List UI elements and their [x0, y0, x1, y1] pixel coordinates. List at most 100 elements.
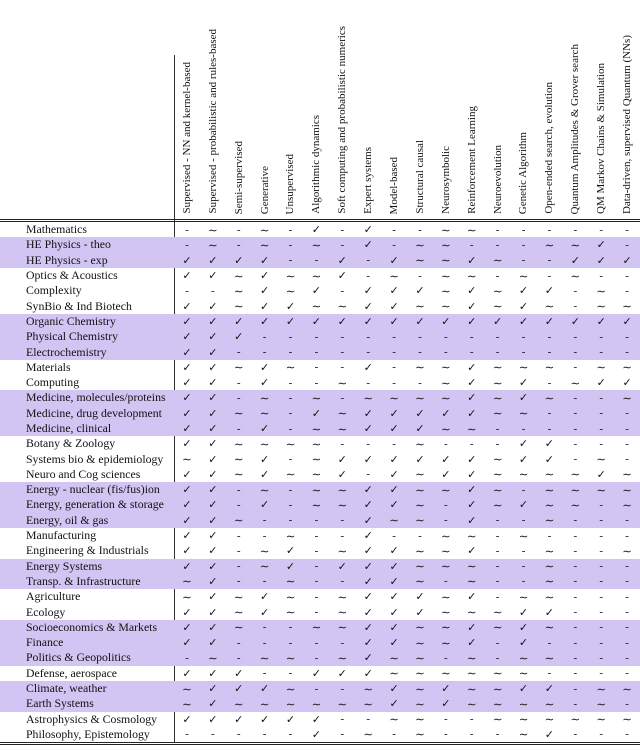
matrix-cell: ✓: [389, 637, 399, 650]
matrix-cell: ✓: [544, 683, 555, 696]
matrix-cell: -: [418, 346, 422, 359]
matrix-cell: ✓: [182, 254, 192, 267]
matrix-cell: ✓: [182, 545, 192, 558]
matrix-cell: -: [444, 346, 448, 359]
matrix-cell: -: [340, 575, 345, 588]
matrix-cell: -: [340, 330, 345, 343]
matrix-cell: ✓: [363, 530, 373, 543]
matrix-cell: ✓: [622, 254, 632, 267]
table-row: Electrochemistry ✓ ✓ - - - - - - - - - - - - - - - -: [0, 344, 640, 360]
matrix-cell: ∼: [492, 454, 503, 467]
matrix-cell: ✓: [208, 407, 218, 420]
matrix-cell: ✓: [208, 438, 218, 451]
matrix-cell: -: [573, 667, 578, 680]
table-row: Neuro and Cog sciences ✓ ✓ ∼ ✓ ∼ ∼ ✓ - ✓ ∼ ✓ ✓ ∼ ∼ ∼ ∼ ✓ ∼: [0, 467, 640, 482]
row-cells: ✓ ✓ ✓ ✓ ✓ ✓ ✓ ✓ ✓ ✓ ✓ ✓ ✓ ✓ ✓ ✓ ✓ ✓: [174, 314, 640, 329]
matrix-cell: ∼: [415, 729, 425, 742]
matrix-cell: ✓: [208, 484, 218, 497]
matrix-cell: ∼: [311, 392, 322, 405]
matrix-cell: -: [418, 376, 422, 389]
row-cells: ✓ ✓ - - ∼ - - ✓ - - ∼ ∼ - ∼ - - - -: [174, 528, 640, 543]
matrix-cell: ∼: [441, 377, 451, 390]
matrix-cell: -: [185, 728, 189, 741]
matrix-cell: ∼: [337, 423, 348, 436]
column-header: Reinforcement Learning: [459, 0, 485, 219]
matrix-cell: -: [418, 223, 422, 236]
matrix-cell: -: [573, 422, 578, 435]
table-row: Philosophy, Epistemology - - - - - ✓ - ∼ - ∼ - - - ∼ ✓ -…: [0, 727, 640, 742]
matrix-cell: ∼: [415, 683, 425, 696]
column-header-label: Semi-supervised: [232, 140, 245, 214]
matrix-cell: ∼: [285, 438, 296, 451]
column-header: Structural causal: [407, 0, 433, 219]
matrix-cell: -: [495, 651, 500, 664]
matrix-cell: ✓: [337, 270, 347, 283]
matrix-cell: ✓: [493, 315, 503, 328]
row-cells: ✓ ✓ ✓ ✓ - - ✓ - ✓ ∼ ∼ ✓ ∼ - - ✓ ✓ ✓: [174, 253, 640, 268]
matrix-cell: ✓: [363, 224, 373, 237]
row-label: Politics & Geopolitics: [26, 650, 131, 665]
matrix-cell: ✓: [208, 667, 218, 680]
matrix-cell: -: [262, 529, 267, 542]
matrix-cell: ∼: [337, 484, 348, 497]
matrix-cell: ∼: [570, 499, 581, 512]
row-label: Neuro and Cog sciences: [26, 466, 141, 481]
matrix-cell: -: [573, 437, 578, 450]
matrix-cell: -: [599, 575, 604, 588]
matrix-cell: -: [625, 697, 629, 710]
table-row: Politics & Geopolitics - ∼ - ∼ ∼ - ∼ ✓ ∼ ∼ - ∼ - ∼ ∼ - - -: [0, 650, 640, 666]
matrix-cell: ✓: [467, 484, 477, 497]
matrix-cell: -: [599, 223, 604, 236]
column-header: QM Markov Chains & Simulation: [588, 0, 614, 219]
matrix-cell: ∼: [337, 377, 348, 390]
matrix-cell: -: [599, 544, 604, 557]
matrix-cell: ∼: [208, 652, 218, 665]
matrix-cell: ∼: [492, 377, 503, 390]
column-header-label: Structural causal: [413, 140, 426, 214]
matrix-cell: ∼: [441, 622, 451, 635]
row-label: Medicine, clinical: [26, 421, 112, 435]
matrix-cell: -: [599, 621, 604, 634]
row-cells: ✓ ✓ ∼ ∼ - ✓ ∼ ✓ ✓ ✓ ✓ ✓ ∼ ∼ - - - -: [174, 406, 640, 421]
matrix-cell: -: [392, 346, 396, 359]
matrix-cell: -: [625, 606, 629, 619]
matrix-cell: ✓: [415, 606, 425, 619]
matrix-cell: ✓: [622, 377, 632, 390]
table-row: Organic Chemistry ✓ ✓ ✓ ✓ ✓ ✓ ✓ ✓ ✓ ✓ ✓ ✓ ✓ ✓ ✓ ✓ ✓ ✓: [0, 313, 640, 330]
matrix-cell: -: [599, 391, 604, 404]
matrix-cell: ✓: [182, 423, 192, 435]
matrix-cell: ✓: [415, 453, 425, 466]
matrix-cell: -: [495, 422, 500, 435]
matrix-cell: ✓: [467, 254, 477, 267]
matrix-cell: -: [495, 437, 500, 450]
matrix-cell: -: [288, 728, 293, 741]
column-header-label: Soft computing and probabilistic numeric…: [336, 26, 349, 214]
matrix-cell: ∼: [259, 484, 270, 497]
matrix-cell: ✓: [415, 423, 425, 435]
matrix-cell: -: [314, 682, 319, 695]
matrix-cell: ✓: [441, 468, 451, 481]
row-label: Materials: [26, 359, 71, 374]
matrix-cell: ✓: [260, 468, 270, 481]
matrix-cell: ✓: [389, 254, 399, 267]
matrix-cell: ∼: [233, 285, 244, 298]
row-label: Engineering & Industrials: [26, 543, 149, 558]
row-cells: ✓ ✓ ✓ - - ✓ ✓ ✓ ∼ ∼ ∼ ∼ ∼ ∼ - - - -: [174, 666, 640, 681]
row-label: Energy - nuclear (fis/fus)ion: [26, 482, 160, 497]
matrix-cell: ∼: [596, 484, 607, 497]
matrix-cell: -: [444, 330, 448, 343]
matrix-cell: -: [340, 437, 345, 450]
column-headers: Supervised - NN and kernel-based Supervis…: [174, 0, 640, 219]
matrix-cell: -: [573, 453, 578, 466]
table-row: Medicine, drug development ✓ ✓ ∼ ∼ - ✓ ∼ ✓ ✓ ✓ ✓ ✓ ∼ ∼…: [0, 405, 640, 421]
matrix-cell: -: [262, 667, 267, 680]
matrix-cell: ∼: [596, 683, 607, 696]
matrix-cell: -: [392, 238, 396, 251]
matrix-cell: ∼: [544, 469, 555, 482]
matrix-cell: ✓: [441, 698, 451, 711]
matrix-cell: ✓: [208, 683, 218, 696]
matrix-cell: ✓: [182, 468, 192, 481]
matrix-cell: -: [625, 560, 629, 573]
matrix-cell: ∼: [544, 392, 555, 405]
matrix-cell: -: [262, 514, 267, 527]
